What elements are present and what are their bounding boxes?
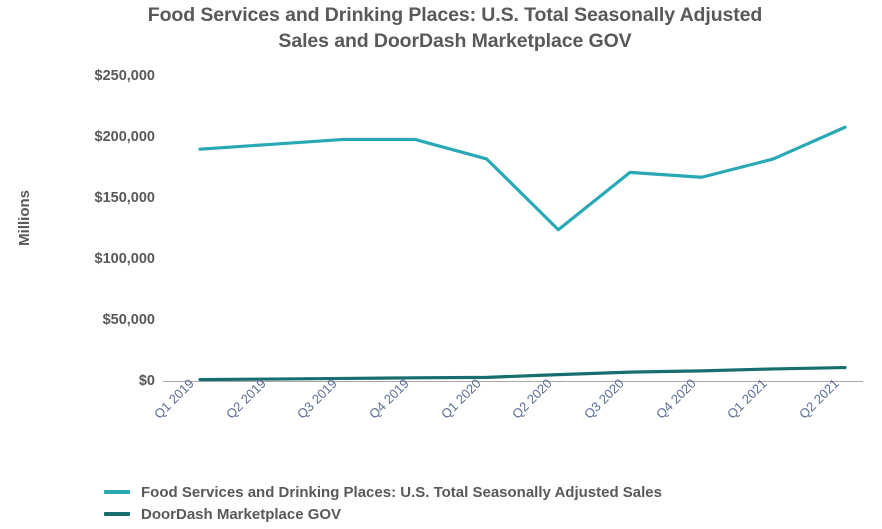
chart-legend: Food Services and Drinking Places: U.S. …: [104, 481, 864, 525]
series-line-doordash-gov: [198, 365, 847, 382]
y-axis-tick-label: $50,000: [102, 312, 155, 328]
y-axis-tick-label: $250,000: [94, 68, 155, 84]
legend-swatch-food-services-sales: [104, 490, 130, 494]
chart-title-line-1: Food Services and Drinking Places: U.S. …: [147, 4, 763, 26]
plot-area: [163, 76, 863, 382]
series-lines: [198, 125, 847, 382]
x-axis-tick-label: Q2 2019: [222, 375, 269, 422]
y-axis-tick-label: $0: [138, 373, 155, 389]
y-axis-tick-labels: $0 $50,000 $100,000 $150,000 $200,000 $250,00…: [45, 0, 155, 529]
x-axis-tick-label: Q2 2021: [796, 375, 842, 422]
x-axis-line: [163, 381, 863, 382]
legend-item-doordash-gov[interactable]: DoorDash Marketplace GOV: [104, 503, 864, 525]
x-axis-tick-label: Q3 2019: [294, 375, 341, 422]
x-axis-tick-label: Q3 2020: [581, 375, 627, 422]
x-axis-tick-label: Q4 2020: [652, 375, 699, 422]
x-axis-tick-label: Q1 2021: [724, 375, 771, 422]
y-axis-tick-label: $200,000: [94, 129, 155, 145]
chart-title: Food Services and Drinking Places: U.S. …: [60, 2, 850, 54]
x-axis-tick-label: Q1 2020: [437, 375, 484, 422]
x-axis-tick-label: Q2 2020: [509, 375, 556, 422]
chart-title-line-2: Sales and DoorDash Marketplace GOV: [278, 30, 632, 52]
legend-item-food-services-sales[interactable]: Food Services and Drinking Places: U.S. …: [104, 481, 864, 503]
y-axis-tick-label: $100,000: [94, 251, 155, 267]
legend-label-food-services-sales: Food Services and Drinking Places: U.S. …: [141, 483, 662, 501]
series-line-food-services-sales: [198, 125, 847, 232]
y-axis-tick-label: $150,000: [94, 190, 155, 206]
legend-label-doordash-gov: DoorDash Marketplace GOV: [141, 505, 342, 523]
legend-swatch-doordash-gov: [104, 512, 130, 516]
x-axis-tick-label: Q4 2019: [366, 375, 412, 422]
x-axis-tick-label: Q1 2019: [151, 375, 197, 422]
